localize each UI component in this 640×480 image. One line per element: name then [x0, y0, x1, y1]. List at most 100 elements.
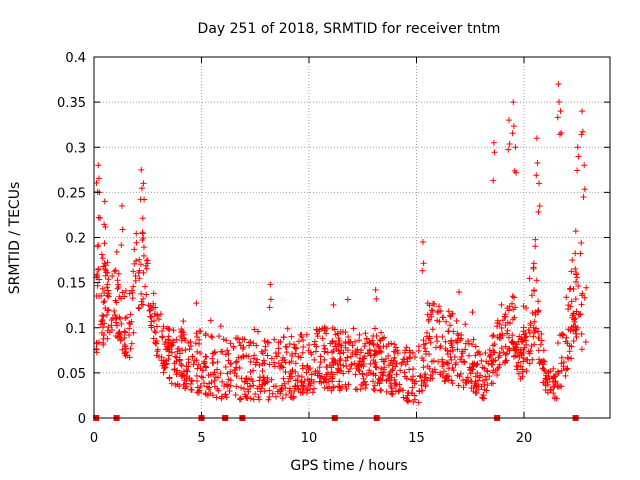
data-point — [435, 308, 442, 315]
data-point — [369, 378, 376, 385]
data-point — [138, 298, 145, 305]
data-point — [434, 317, 441, 324]
data-point — [218, 393, 225, 400]
data-point — [415, 343, 422, 350]
data-point — [219, 378, 226, 385]
data-point — [238, 375, 245, 382]
data-point — [523, 356, 530, 363]
data-point — [238, 384, 245, 391]
data-point — [428, 372, 435, 379]
data-point — [311, 341, 318, 348]
data-point — [138, 166, 145, 173]
data-point — [236, 365, 243, 372]
data-point — [348, 361, 355, 368]
data-point — [232, 359, 239, 366]
data-point — [554, 340, 561, 347]
data-point — [356, 368, 363, 375]
data-point — [371, 351, 378, 358]
data-point — [439, 333, 446, 340]
data-point — [347, 338, 354, 345]
data-point — [128, 340, 135, 347]
data-point — [537, 341, 544, 348]
data-point — [139, 229, 146, 236]
data-point — [140, 252, 147, 259]
data-point — [577, 250, 584, 257]
data-point — [340, 349, 347, 356]
data-point — [445, 328, 452, 335]
data-point — [280, 375, 287, 382]
data-point — [240, 344, 247, 351]
data-point — [138, 185, 145, 192]
data-point — [286, 341, 293, 348]
data-point — [114, 322, 121, 329]
data-point — [518, 336, 525, 343]
data-point — [460, 384, 467, 391]
data-point — [356, 337, 363, 344]
data-point — [403, 344, 410, 351]
data-point — [285, 378, 292, 385]
data-point — [345, 368, 352, 375]
data-point — [470, 388, 477, 395]
data-point — [184, 368, 191, 375]
data-point — [572, 228, 579, 235]
data-point — [529, 310, 536, 317]
data-point — [119, 226, 126, 233]
data-point — [535, 328, 542, 335]
data-point — [550, 365, 557, 372]
data-point — [456, 289, 463, 296]
data-point — [279, 395, 286, 402]
data-point — [217, 370, 224, 377]
data-point — [286, 359, 293, 366]
data-point — [366, 339, 373, 346]
data-point — [533, 277, 540, 284]
data-point — [99, 285, 106, 292]
data-point — [400, 394, 407, 401]
data-point — [186, 346, 193, 353]
y-axis-title: SRMTID / TECUs — [7, 182, 23, 295]
data-point — [275, 350, 282, 357]
data-point — [243, 352, 250, 359]
data-point — [284, 325, 291, 332]
data-point — [211, 377, 218, 384]
data-point — [261, 388, 268, 395]
data-point — [510, 123, 517, 130]
data-point — [472, 343, 479, 350]
data-point — [510, 99, 517, 106]
data-point — [499, 331, 506, 338]
data-point — [560, 331, 567, 338]
data-point — [532, 236, 539, 243]
data-point — [280, 354, 287, 361]
data-point — [337, 355, 344, 362]
data-point — [207, 317, 214, 324]
data-point — [159, 360, 166, 367]
data-point — [154, 348, 161, 355]
data-point — [95, 175, 102, 182]
data-point — [133, 257, 140, 264]
data-point — [140, 244, 147, 251]
data-point — [295, 386, 302, 393]
data-point — [507, 320, 514, 327]
data-point — [573, 271, 580, 278]
data-point — [370, 371, 377, 378]
data-point — [504, 330, 511, 337]
data-point — [97, 321, 104, 328]
data-point — [204, 392, 211, 399]
data-point — [428, 313, 435, 320]
data-point — [145, 302, 152, 309]
data-point — [133, 239, 140, 246]
data-point — [496, 361, 503, 368]
data-point — [126, 319, 133, 326]
data-point — [282, 343, 289, 350]
data-point — [150, 335, 157, 342]
data-point — [482, 350, 489, 357]
data-point — [171, 367, 178, 374]
data-point — [166, 374, 173, 381]
data-point — [316, 370, 323, 377]
data-point — [526, 275, 533, 282]
data-point — [183, 380, 190, 387]
data-point — [486, 347, 493, 354]
data-point — [111, 268, 118, 275]
data-point — [101, 198, 108, 205]
data-point — [202, 353, 209, 360]
data-point — [474, 349, 481, 356]
